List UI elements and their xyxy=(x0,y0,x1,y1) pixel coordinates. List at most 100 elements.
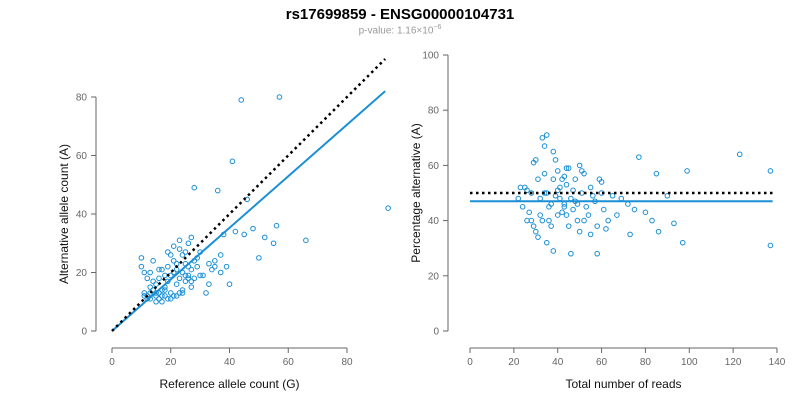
left-data-point xyxy=(179,287,186,293)
left-data-point xyxy=(162,287,168,293)
left-data-point xyxy=(179,290,186,296)
left-data-point xyxy=(206,260,212,267)
left-y-axis-title: Alternative allele count (A) xyxy=(57,144,71,284)
right-data-point xyxy=(543,239,550,246)
left-data-point xyxy=(185,240,192,247)
left-data-point xyxy=(176,290,183,296)
left-data-point xyxy=(141,269,148,276)
left-data-point xyxy=(385,205,391,211)
right-data-point xyxy=(537,212,543,218)
left-y-tick-label: 60 xyxy=(76,151,88,162)
left-data-point xyxy=(170,243,177,249)
left-data-point xyxy=(226,281,233,288)
left-data-point xyxy=(173,281,180,288)
right-data-point xyxy=(598,179,605,185)
right-data-point xyxy=(679,239,686,246)
right-data-point xyxy=(535,176,541,182)
left-data-point xyxy=(182,249,189,255)
left-data-point xyxy=(153,290,159,296)
right-data-point xyxy=(594,223,600,229)
right-data-point xyxy=(565,165,572,171)
right-data-point xyxy=(519,204,526,210)
right-data-point xyxy=(585,212,592,218)
right-x-tick-label: 120 xyxy=(725,357,742,368)
left-data-point xyxy=(188,278,195,285)
right-data-point xyxy=(552,157,559,163)
left-data-point xyxy=(138,263,145,270)
right-data-point xyxy=(736,151,743,158)
right-data-point xyxy=(557,195,563,202)
right-y-tick-label: 40 xyxy=(428,216,440,227)
right-y-tick-label: 20 xyxy=(428,271,440,282)
left-data-point xyxy=(188,234,195,241)
right-data-point xyxy=(671,220,677,227)
left-data-point xyxy=(182,278,189,285)
left-data-point xyxy=(191,275,198,282)
right-data-point xyxy=(524,187,530,194)
left-x-tick-label: 0 xyxy=(109,357,115,368)
right-data-point xyxy=(563,165,570,171)
left-x-axis-title: Reference allele count (G) xyxy=(159,377,299,391)
left-data-point xyxy=(203,290,209,296)
right-data-point xyxy=(642,209,649,216)
left-data-point xyxy=(162,293,168,299)
right-data-point xyxy=(605,217,611,224)
left-data-point xyxy=(153,298,159,305)
right-y-tick-label: 100 xyxy=(422,51,439,62)
left-data-point xyxy=(147,269,153,276)
right-data-point xyxy=(568,250,574,257)
left-data-point xyxy=(214,187,221,194)
right-data-point xyxy=(570,206,576,213)
left-data-point xyxy=(209,266,215,273)
left-data-point xyxy=(217,269,224,276)
right-data-point xyxy=(554,212,561,218)
left-data-point xyxy=(156,266,162,273)
left-y-tick-label: 0 xyxy=(81,327,87,338)
left-data-point xyxy=(156,275,162,282)
right-x-tick-label: 60 xyxy=(596,357,608,368)
right-x-tick-label: 0 xyxy=(467,357,473,368)
right-data-point xyxy=(576,162,583,169)
left-data-point xyxy=(144,293,151,299)
left-data-point xyxy=(303,237,309,244)
right-data-point xyxy=(618,195,625,202)
right-data-point xyxy=(548,223,554,229)
left-data-point xyxy=(173,293,180,299)
right-data-point xyxy=(600,206,607,213)
left-data-point xyxy=(200,272,206,279)
right-data-point xyxy=(653,170,660,177)
right-data-point xyxy=(590,192,596,199)
right-x-tick-label: 140 xyxy=(769,357,786,368)
left-data-point xyxy=(241,231,247,238)
right-data-point xyxy=(655,228,662,235)
left-data-point xyxy=(156,296,162,302)
left-data-point xyxy=(185,272,192,279)
right-data-point xyxy=(563,181,570,188)
right-data-point xyxy=(561,173,568,180)
right-data-point xyxy=(559,209,565,216)
right-data-point xyxy=(568,195,574,202)
right-data-point xyxy=(530,223,537,229)
left-reference-line xyxy=(111,58,387,332)
left-data-point xyxy=(256,255,262,261)
right-data-point xyxy=(550,176,557,182)
right-data-point xyxy=(603,226,609,232)
left-y-tick-label: 40 xyxy=(76,210,88,221)
left-data-point xyxy=(276,94,283,100)
right-data-point xyxy=(550,148,557,155)
right-data-point xyxy=(664,192,671,199)
left-data-point xyxy=(170,258,177,264)
right-data-point xyxy=(574,217,581,224)
right-data-point xyxy=(625,201,631,207)
left-data-point xyxy=(159,293,165,299)
right-data-point xyxy=(528,217,535,224)
left-data-point xyxy=(191,184,198,191)
p-value-exponent: −6 xyxy=(433,24,442,31)
left-data-point xyxy=(165,263,171,270)
right-data-point xyxy=(627,231,633,238)
left-data-point xyxy=(138,255,145,261)
left-data-point xyxy=(217,252,224,258)
right-data-point xyxy=(581,217,587,224)
left-data-point xyxy=(223,263,230,270)
left-data-point xyxy=(159,266,165,273)
